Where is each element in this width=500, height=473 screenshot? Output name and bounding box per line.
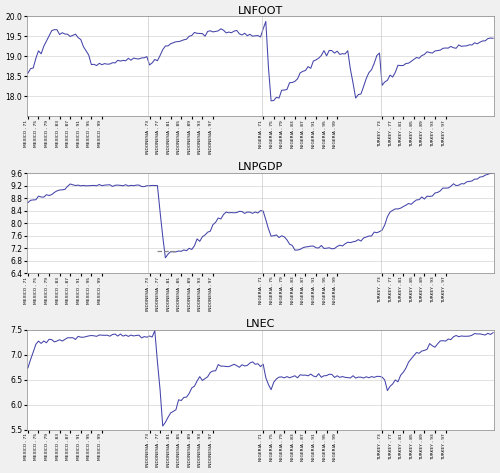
Title: LNPGDP: LNPGDP	[238, 162, 283, 172]
Title: LNEC: LNEC	[246, 319, 275, 329]
Title: LNFOOT: LNFOOT	[238, 6, 283, 16]
